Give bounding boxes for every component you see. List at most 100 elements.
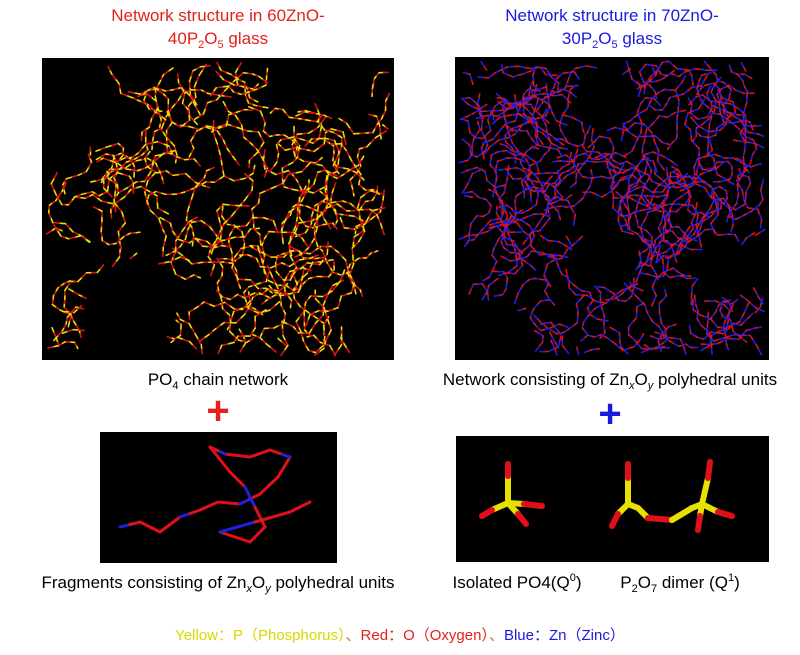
bond [248, 292, 256, 297]
bond [486, 219, 492, 226]
text: O [204, 29, 218, 48]
bond [569, 151, 573, 159]
legend-item: Red：O（Oxygen） [360, 627, 489, 644]
bond [643, 194, 648, 201]
bond [503, 118, 507, 125]
bond [318, 314, 325, 320]
bond [531, 230, 536, 237]
bond [283, 134, 290, 139]
bond [691, 204, 697, 211]
bond [710, 110, 715, 116]
bond [364, 189, 371, 195]
bond [248, 216, 254, 223]
bond [361, 200, 367, 207]
bond [572, 284, 579, 289]
bond [646, 127, 653, 134]
bond [217, 215, 221, 223]
bond [298, 221, 307, 224]
bond [701, 116, 708, 119]
bond [506, 170, 509, 179]
bond [265, 274, 270, 282]
bond [122, 186, 129, 191]
bond [543, 207, 550, 211]
bond [548, 331, 554, 339]
bond [546, 202, 549, 209]
bond [627, 205, 630, 213]
bond [659, 154, 667, 159]
bond [280, 137, 289, 141]
bond [114, 159, 121, 164]
bond [324, 169, 330, 176]
bond [227, 501, 242, 506]
bond [546, 131, 550, 139]
bond [612, 207, 619, 213]
bond [67, 319, 71, 328]
bond [638, 71, 643, 78]
bond [577, 235, 584, 241]
text: O [598, 29, 612, 48]
bond [121, 211, 125, 219]
bond [488, 124, 492, 132]
bond [235, 77, 239, 86]
bond [525, 70, 533, 74]
bond [193, 80, 198, 88]
bond [643, 80, 650, 86]
bond [594, 304, 602, 309]
bond [699, 184, 706, 189]
bond [640, 190, 644, 198]
bond [627, 65, 631, 74]
bond [477, 93, 481, 100]
bond [306, 190, 315, 194]
bond [145, 179, 149, 188]
bond [720, 113, 726, 119]
bond [249, 337, 255, 342]
bond [663, 88, 671, 91]
bond [562, 71, 570, 74]
bond [295, 113, 302, 117]
bond [68, 311, 75, 314]
bond [159, 216, 167, 222]
bond [298, 312, 304, 319]
bond [285, 112, 291, 119]
bond [521, 501, 545, 509]
bond [359, 193, 367, 199]
bond [80, 192, 88, 196]
bond [372, 77, 376, 85]
bond [215, 86, 224, 89]
bond [191, 262, 199, 265]
bond [226, 147, 231, 154]
bond [171, 121, 178, 126]
bond [544, 94, 550, 99]
bond [45, 230, 53, 235]
bond [209, 166, 216, 170]
bond [365, 218, 372, 224]
bond [458, 160, 465, 164]
bond [546, 294, 552, 302]
bond [759, 299, 764, 305]
bond [293, 133, 299, 141]
bond [759, 134, 765, 137]
bond [58, 190, 63, 197]
bond [266, 270, 271, 277]
bond [305, 344, 310, 352]
bond [126, 183, 133, 189]
bond [493, 185, 496, 193]
bond [561, 110, 566, 117]
bond [374, 133, 382, 139]
bond [638, 208, 646, 212]
bond [684, 69, 691, 73]
bond [221, 215, 226, 222]
bond [336, 129, 344, 133]
bond [368, 209, 374, 217]
bond [721, 97, 729, 101]
bond [284, 148, 292, 151]
bond [497, 195, 503, 202]
bond [674, 274, 682, 278]
bond [196, 74, 201, 82]
bond [659, 205, 665, 211]
bond [191, 220, 198, 224]
bond [464, 182, 469, 190]
bond [733, 106, 737, 113]
bond [278, 452, 292, 459]
bond [694, 182, 702, 187]
